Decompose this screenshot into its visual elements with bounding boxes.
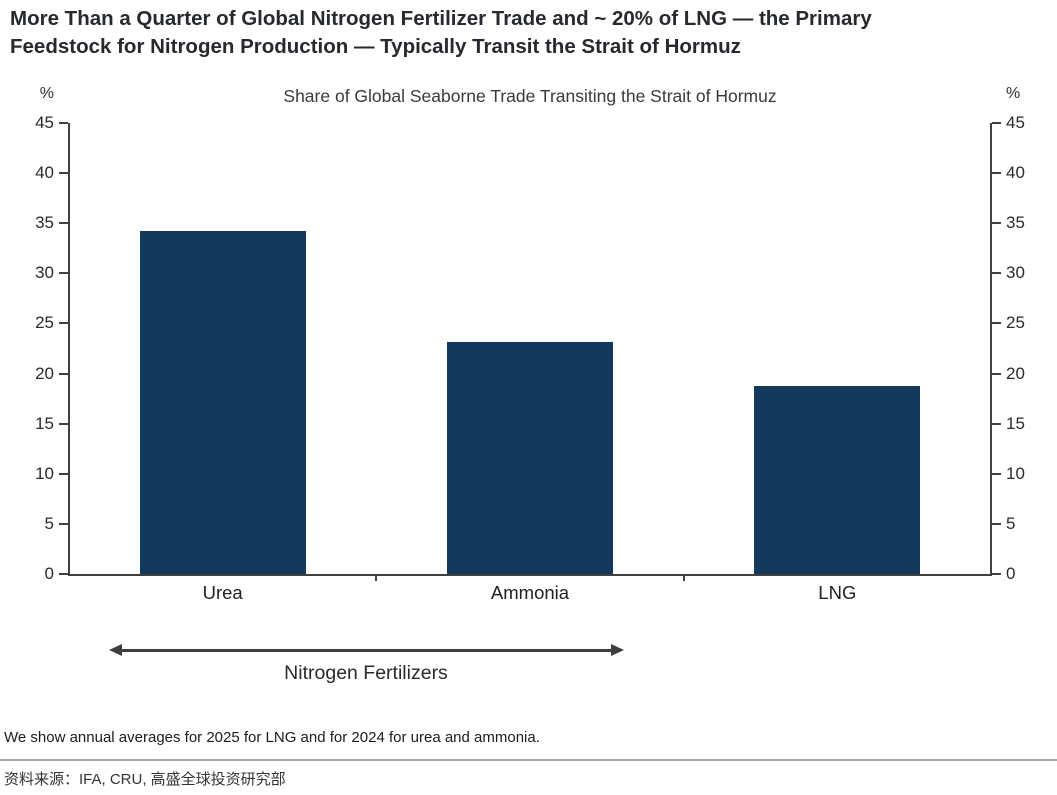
y-axis-unit-right: % xyxy=(1006,85,1021,102)
y-tick-left xyxy=(59,272,68,275)
y-tick-right xyxy=(992,522,1001,525)
y-tick-label-left: 45 xyxy=(35,113,54,132)
y-tick-right xyxy=(992,272,1001,275)
bar-ammonia xyxy=(447,342,613,574)
y-axis-unit-left: % xyxy=(39,85,54,102)
x-axis-boundary-tick xyxy=(375,575,378,581)
y-tick-label-right: 25 xyxy=(1006,313,1025,333)
y-tick-label-right: 20 xyxy=(1006,363,1025,383)
y-tick-right xyxy=(992,222,1001,225)
chart-title: Share of Global Seaborne Trade Transitin… xyxy=(283,86,777,106)
y-tick-left xyxy=(59,322,68,325)
y-tick-right xyxy=(992,322,1001,325)
y-tick-right xyxy=(992,372,1001,375)
y-tick-label-left: 15 xyxy=(35,413,54,433)
y-tick-left xyxy=(59,172,68,175)
y-tick-label-left: 25 xyxy=(35,313,54,333)
y-tick-right xyxy=(992,573,1001,575)
y-tick-right xyxy=(992,172,1001,175)
bar-lng xyxy=(754,385,921,574)
annotation-arrow-line xyxy=(119,649,613,652)
y-tick-left xyxy=(59,573,68,575)
y-tick-label-right: 5 xyxy=(1006,513,1016,533)
divider-line xyxy=(0,759,1057,761)
y-tick-label-right: 30 xyxy=(1006,263,1025,283)
y-tick-label-right: 10 xyxy=(1006,463,1025,483)
y-tick-label-right: 40 xyxy=(1006,163,1025,183)
y-tick-label-left: 5 xyxy=(44,513,54,533)
x-axis-label-urea: Urea xyxy=(202,582,243,603)
page-title-line-1: More Than a Quarter of Global Nitrogen F… xyxy=(10,7,872,30)
arrow-right-icon xyxy=(611,644,624,656)
y-tick-label-left: 40 xyxy=(35,163,54,183)
y-tick-left xyxy=(59,472,68,475)
bar-urea xyxy=(139,231,306,574)
y-tick-left xyxy=(59,222,68,225)
x-axis-label-ammonia: Ammonia xyxy=(490,582,570,603)
y-tick-left xyxy=(59,522,68,525)
annotation-arrow-label: Nitrogen Fertilizers xyxy=(284,662,448,684)
x-axis-line xyxy=(68,574,992,576)
y-tick-label-right: 35 xyxy=(1006,213,1025,233)
x-axis-boundary-tick xyxy=(682,575,685,581)
y-axis-right-line xyxy=(990,123,992,576)
source-line: 资料来源：IFA, CRU, 高盛全球投资研究部 xyxy=(4,771,286,788)
y-tick-right xyxy=(992,472,1001,475)
chart-footnote: We show annual averages for 2025 for LNG… xyxy=(4,729,540,746)
y-tick-right xyxy=(992,122,1001,124)
y-tick-label-left: 35 xyxy=(35,213,54,233)
y-tick-label-left: 30 xyxy=(35,263,54,283)
y-tick-label-right: 15 xyxy=(1006,413,1025,433)
y-tick-left xyxy=(59,122,68,124)
arrow-left-icon xyxy=(109,644,122,656)
y-tick-label-right: 45 xyxy=(1006,113,1025,132)
y-tick-left xyxy=(59,372,68,375)
page-title-line-2: Feedstock for Nitrogen Production — Typi… xyxy=(10,35,741,58)
y-tick-label-right: 0 xyxy=(1006,564,1016,583)
y-tick-left xyxy=(59,422,68,425)
y-tick-label-left: 0 xyxy=(44,564,54,583)
y-tick-label-left: 20 xyxy=(35,363,54,383)
y-tick-right xyxy=(992,422,1001,425)
y-axis-left-line xyxy=(68,123,70,576)
x-axis-label-lng: LNG xyxy=(818,582,857,603)
y-tick-label-left: 10 xyxy=(35,463,54,483)
page-title: More Than a Quarter of Global Nitrogen F… xyxy=(10,5,872,61)
